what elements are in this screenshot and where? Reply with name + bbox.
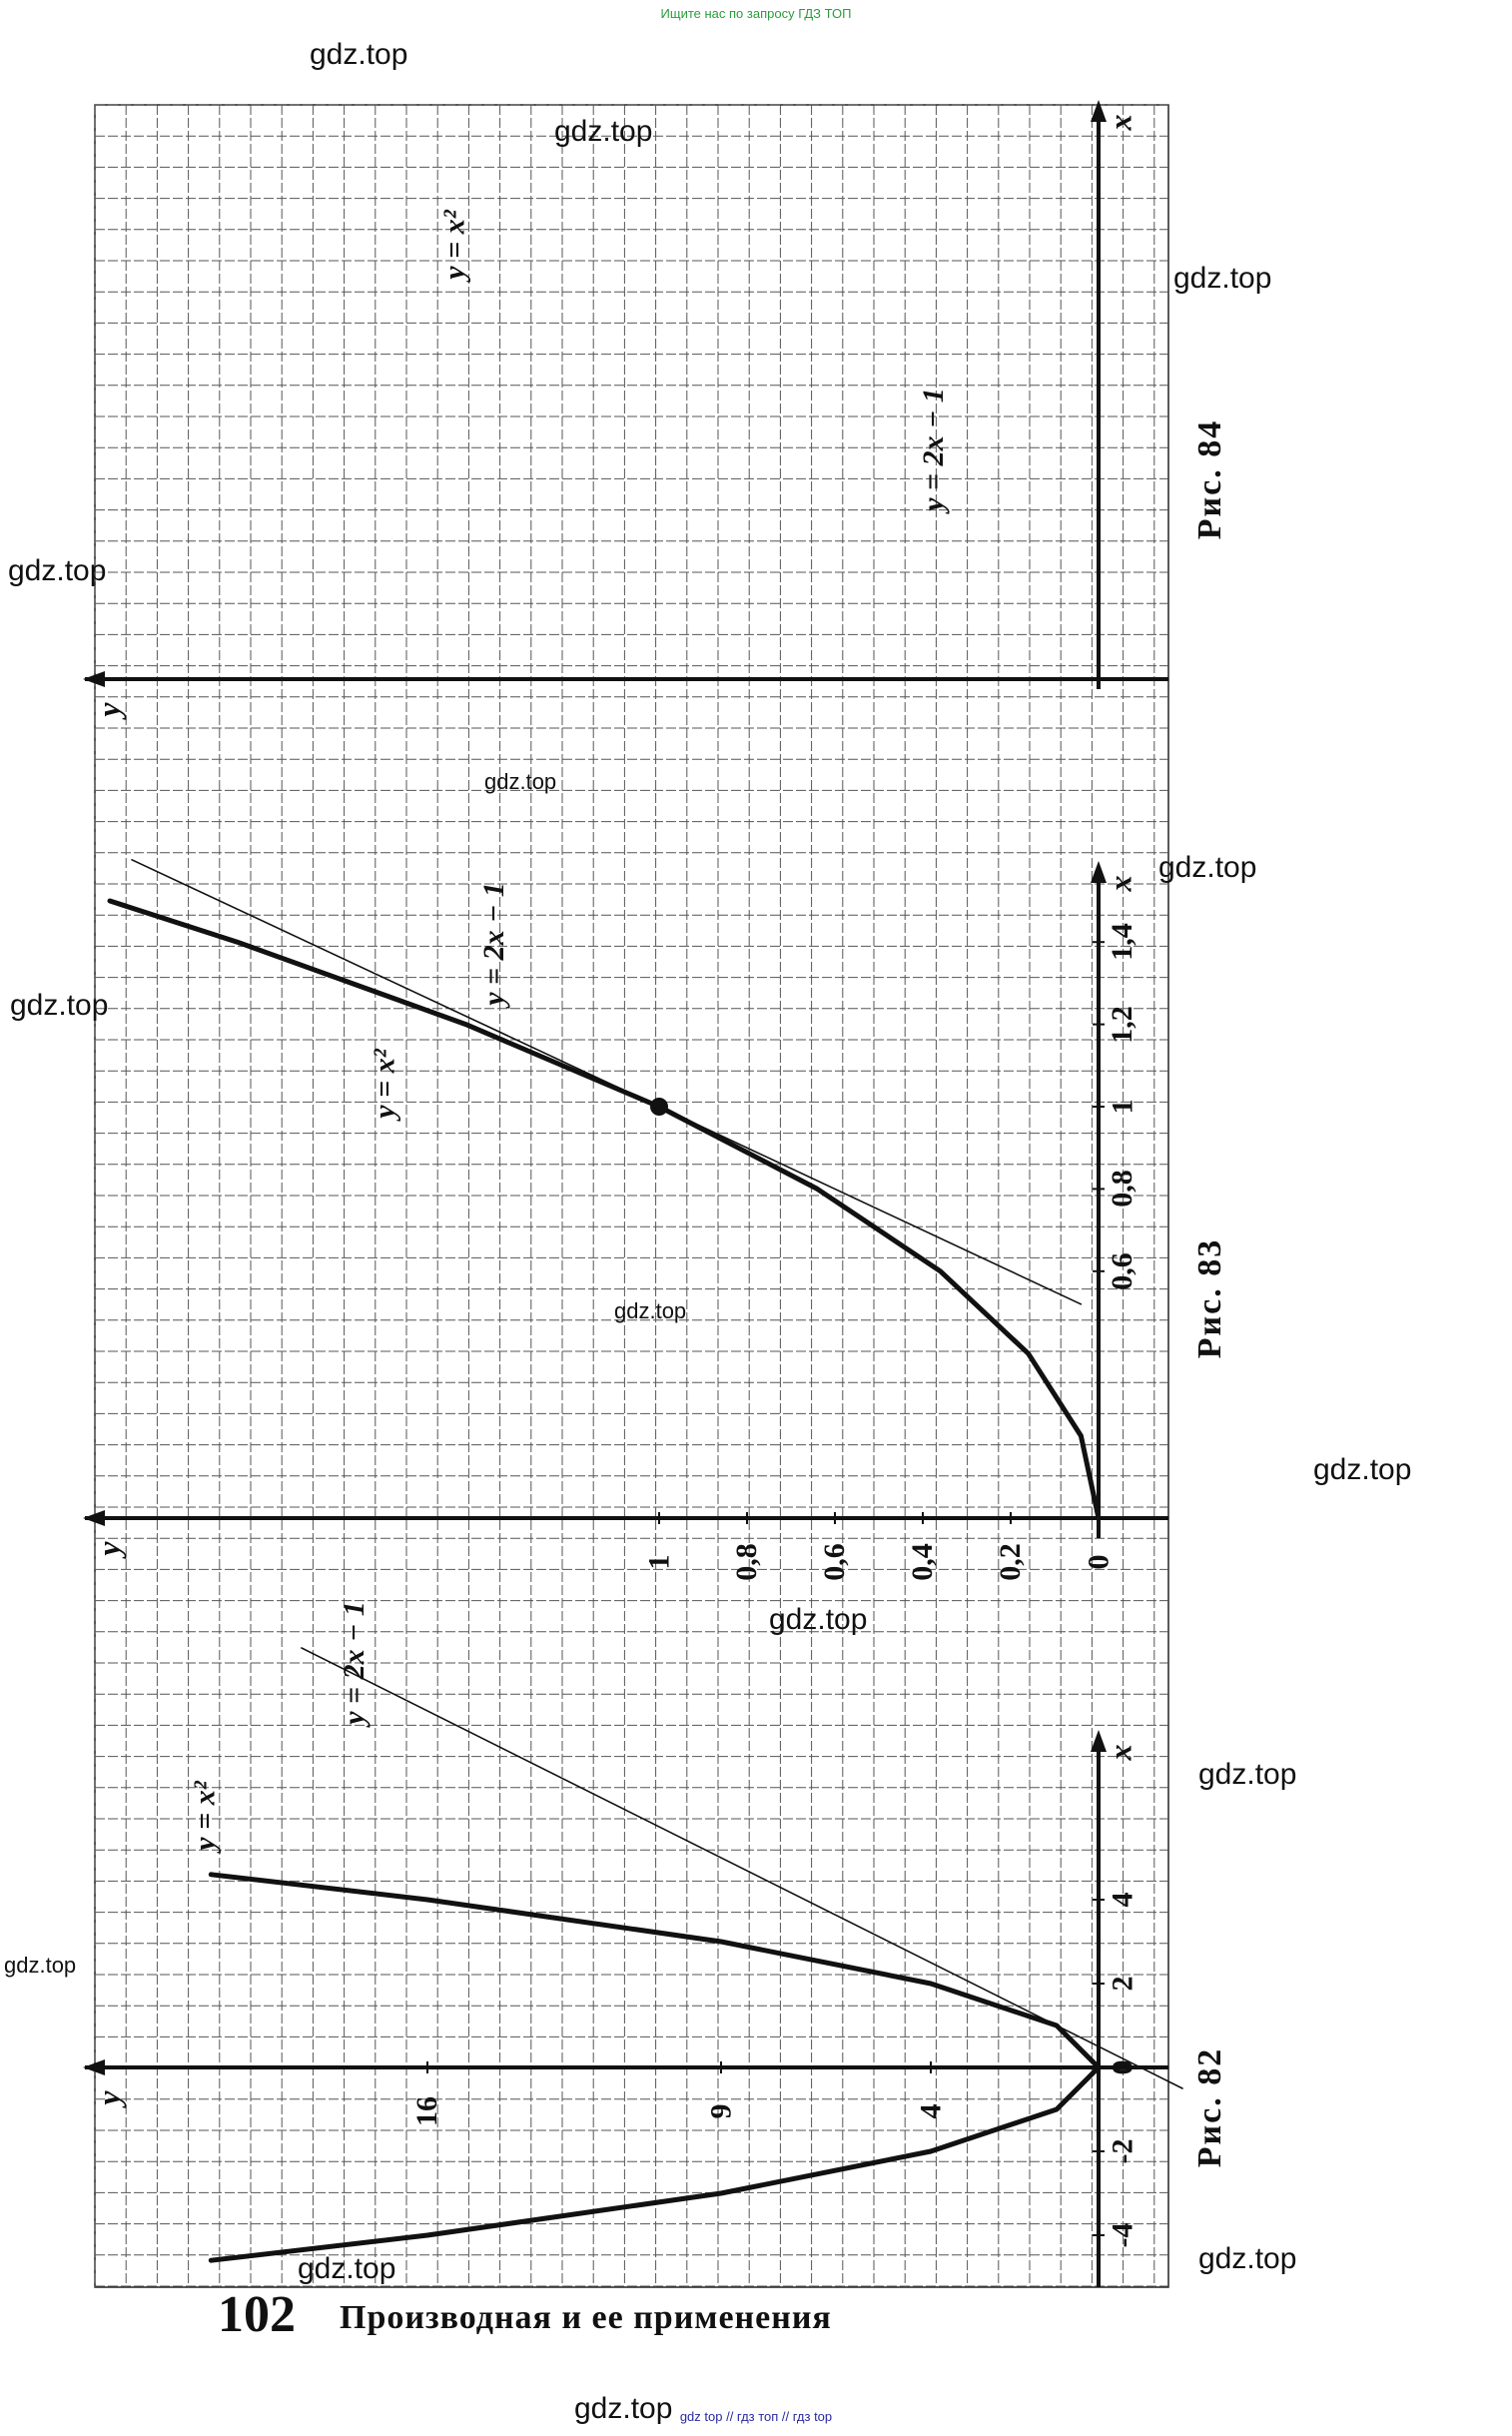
watermark-text: gdz.top [10, 989, 109, 1022]
fig82-y-tick-label: 16 [410, 2096, 443, 2126]
page-number: 102 [218, 2286, 296, 2343]
fig83-x-tick-label: 0,8 [1105, 1170, 1138, 1209]
watermark-text: gdz.top [310, 38, 408, 71]
fig83-x-tick-label: 1 [1106, 1099, 1138, 1115]
watermark-text: gdz.top [614, 1298, 687, 1323]
fig82-y-tick-label: 9 [704, 2103, 737, 2119]
fig82-y-tick-label: 4 [914, 2103, 947, 2119]
fig83-parabola-curve [107, 898, 1102, 1521]
watermark-text: gdz.top [4, 1953, 77, 1978]
fig82-y-arrow [83, 2059, 105, 2075]
watermark-text: gdz.top [1158, 851, 1257, 884]
fig83-x-tick-label: 1,2 [1105, 1005, 1138, 1044]
fig82-x-tick-label: 4 [1106, 1892, 1138, 1908]
fig82-x-axis-name: x [1102, 1744, 1138, 1760]
fig82-caption: Рис. 82 [1191, 2046, 1229, 2168]
watermark-text: gdz.top [1313, 1453, 1412, 1486]
fig84-x-arrow [1091, 100, 1107, 122]
fig83-y-tick-label: 0,2 [993, 1543, 1027, 1581]
fig83-x-tick-label: 0,6 [1105, 1252, 1138, 1290]
watermark-text: gdz.top [484, 769, 557, 794]
fig83-tangent-line [131, 858, 1083, 1305]
watermark-text: gdz.top [1198, 2242, 1297, 2275]
fig83-y-tick-label: 0,4 [905, 1543, 939, 1581]
fig83-x-axis-name: x [1102, 875, 1138, 891]
fig84-x-axis-name: x [1102, 114, 1138, 130]
watermark-text: gdz.top [1198, 1758, 1297, 1791]
page-title: Производная и ее применения [340, 2299, 832, 2336]
fig83-tangent-point [650, 1098, 668, 1116]
footer-note: gdz top // гдз топ // гдз top [679, 2409, 833, 2424]
fig83-caption: Рис. 83 [1191, 1237, 1229, 1359]
fig82-tangent-line [301, 1647, 1183, 2089]
watermark-text: gdz.top [554, 115, 653, 148]
fig83-y-arrow [83, 1510, 105, 1526]
fig83-x-tick-label: 1,4 [1105, 923, 1138, 961]
watermark-text: gdz.top [769, 1603, 868, 1636]
fig83-x-arrow [1091, 861, 1107, 883]
fig82-curve-label-tangent: y = 2x − 1 [337, 1601, 371, 1725]
fig84-caption: Рис. 84 [1191, 418, 1229, 540]
fig82-x-tick-label: 2 [1106, 1976, 1138, 1992]
fig82-x-arrow [1091, 1730, 1107, 1752]
watermark-text: gdz.top [574, 2392, 673, 2425]
fig82-x-tick-label: -4 [1106, 2222, 1138, 2248]
fig82-curve-label-parabola: y = x² [188, 1781, 222, 1851]
fig83-y-tick-label: 0,8 [729, 1543, 763, 1581]
watermark-text: gdz.top [8, 554, 107, 587]
fig82-y-axis-name: y [90, 2089, 127, 2105]
fig83-y-tick-label: 0 [1082, 1554, 1115, 1570]
fig82-x-tick-label: -2 [1106, 2138, 1138, 2164]
fig83-y-tick-label: 1 [642, 1554, 675, 1570]
fig83-y-axis-name: y [90, 1540, 127, 1556]
fig84-y-arrow [83, 671, 105, 687]
header-note: Ищите нас по запросу ГДЗ ТОП [660, 6, 852, 21]
fig83-curve-label-parabola: y = x² [368, 1049, 401, 1119]
watermark-text: gdz.top [1173, 262, 1272, 295]
fig84-curve-label-parabola: y = x² [437, 210, 471, 280]
watermark-text: gdz.top [298, 2252, 396, 2285]
fig84-y-axis-name: y [90, 701, 127, 717]
fig83-y-tick-label: 0,6 [817, 1543, 851, 1581]
fig82-x-tick-label: 0 [1106, 2059, 1138, 2075]
fig83-curve-label-tangent: y = 2x − 1 [476, 882, 510, 1006]
fig84-curve-label-tangent: y = 2x − 1 [916, 388, 950, 511]
